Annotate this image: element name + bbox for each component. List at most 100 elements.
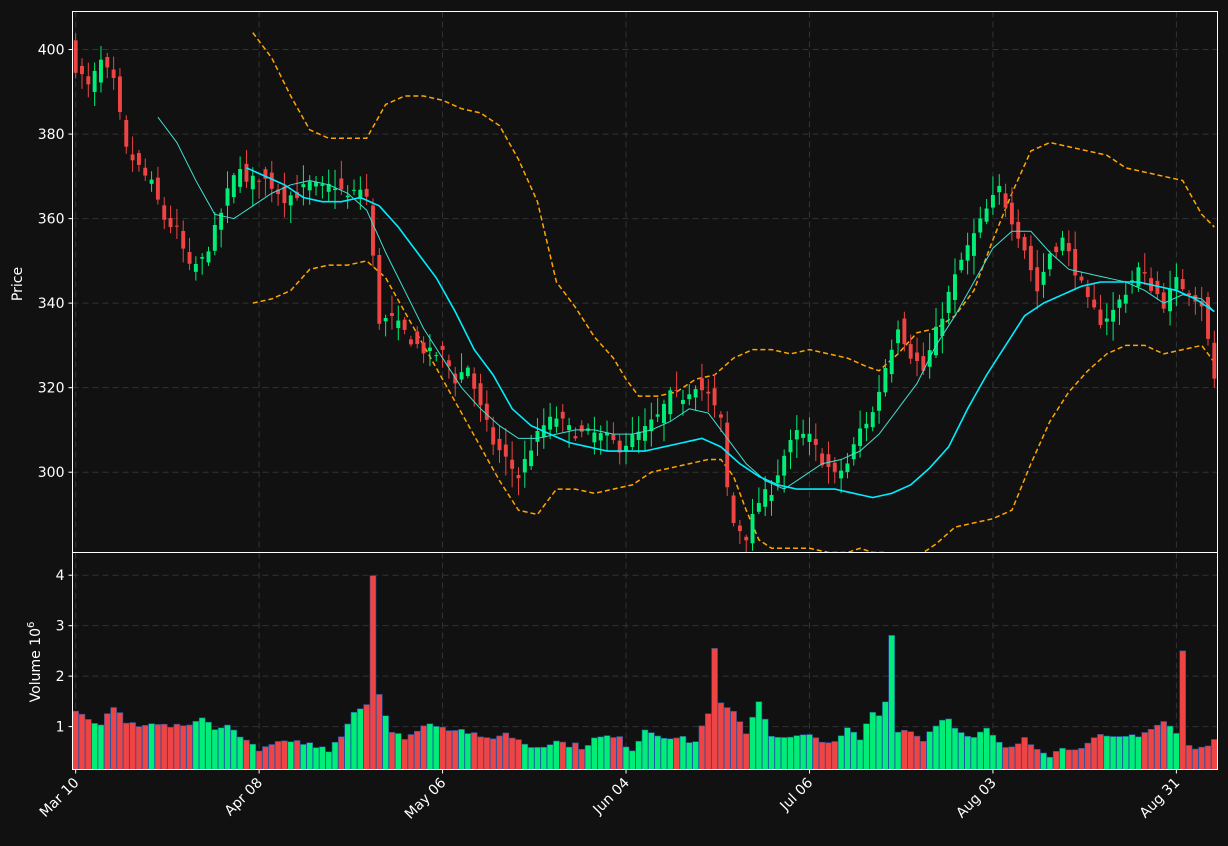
candle-body [1016, 221, 1021, 239]
volume-bar [376, 694, 383, 770]
candle-body [782, 455, 787, 476]
volume-bar [755, 701, 763, 770]
price-tick-label: 320 [38, 381, 65, 397]
volume-bar [97, 724, 105, 770]
candle-body [605, 432, 610, 436]
candle-body [1161, 292, 1166, 309]
candle-body [896, 329, 900, 344]
volume-bar [774, 736, 782, 770]
volume-bar [122, 722, 130, 770]
volume-bar [812, 737, 820, 770]
candle-body [86, 76, 91, 85]
candle-body [352, 189, 356, 191]
candle-body [548, 416, 553, 430]
price-tick-label: 380 [38, 127, 65, 143]
candle-body [902, 318, 907, 345]
volume-bar [1014, 743, 1022, 770]
candle-body [883, 367, 888, 393]
candle-body [807, 433, 812, 442]
candle-body [168, 218, 173, 228]
candle-body [459, 372, 464, 380]
volume-bar [787, 736, 794, 770]
candle-body [921, 356, 926, 371]
candle-body [124, 120, 129, 147]
candle-body [529, 450, 534, 467]
volume-bar [901, 730, 908, 770]
volume-bar [325, 751, 332, 770]
candle-body [162, 205, 167, 220]
upper-band [252, 32, 1215, 397]
volume-bar [667, 738, 674, 770]
volume-bar [673, 737, 680, 770]
moving-average-slow [246, 167, 1215, 499]
volume-bar [761, 718, 769, 770]
price-tick-label: 300 [38, 465, 65, 481]
candle-body [440, 345, 445, 350]
candle-body [1212, 342, 1217, 379]
candle-body [794, 430, 799, 440]
volume-bar [964, 736, 971, 770]
candle-body [959, 259, 964, 271]
volume-bar [445, 730, 453, 770]
volume-bar [907, 731, 914, 770]
volume-bar [451, 730, 459, 770]
volume-bar [1160, 721, 1168, 770]
volume-bar [951, 727, 959, 770]
candle-body [965, 245, 970, 261]
candle-body [1174, 277, 1179, 290]
volume-bar [882, 701, 889, 770]
candle-body [718, 414, 723, 418]
candle-body [858, 428, 863, 446]
candle-body [984, 208, 989, 222]
volume-bar [243, 739, 250, 770]
candle-body [1054, 246, 1059, 253]
candle-body [598, 433, 603, 441]
candle-body [446, 360, 451, 367]
candle-body [276, 189, 281, 195]
candle-body [990, 194, 995, 208]
volume-bar [591, 737, 598, 770]
candle-body [1079, 276, 1084, 281]
volume-bar [458, 729, 465, 770]
volume-bar [818, 741, 826, 770]
candle-body [845, 463, 850, 473]
volume-bar [78, 713, 86, 770]
volume-tick-label: 1 [56, 720, 65, 736]
volume-bar [1078, 748, 1085, 770]
candle-body [212, 224, 217, 251]
candle-body [1003, 193, 1008, 208]
volume-bar [723, 707, 731, 770]
volume-axis-label: Volume 106 [26, 622, 44, 703]
candle-body [390, 313, 394, 316]
volume-bar [559, 741, 567, 770]
candle-body [377, 254, 382, 324]
candle-body [478, 383, 483, 406]
candle-body [813, 438, 818, 445]
candle-body [282, 186, 287, 204]
candle-body [136, 153, 141, 165]
candle-body [1009, 202, 1014, 225]
volume-bar [274, 741, 282, 770]
candle-body [662, 403, 666, 424]
volume-bar [597, 736, 604, 770]
volume-grid [72, 552, 1218, 770]
candle-body [149, 179, 154, 184]
volume-bar [540, 746, 548, 770]
candle-body [1041, 271, 1046, 285]
volume-bar [470, 732, 478, 770]
volume-bar [1090, 737, 1098, 770]
volume-tick-label: 4 [56, 568, 65, 584]
volume-bar [344, 723, 351, 770]
volume-bar [515, 739, 522, 770]
candle-body [1206, 296, 1210, 339]
volume-bar [660, 737, 668, 770]
candle-body [1104, 318, 1109, 322]
candle-body [92, 70, 97, 92]
volume-bar [236, 736, 244, 770]
volume-bar [173, 723, 181, 770]
volume-bar [1033, 749, 1041, 770]
candle-body [421, 342, 426, 354]
volume-bar [1002, 747, 1009, 770]
volume-bar [572, 742, 579, 770]
volume-bar [255, 750, 263, 770]
